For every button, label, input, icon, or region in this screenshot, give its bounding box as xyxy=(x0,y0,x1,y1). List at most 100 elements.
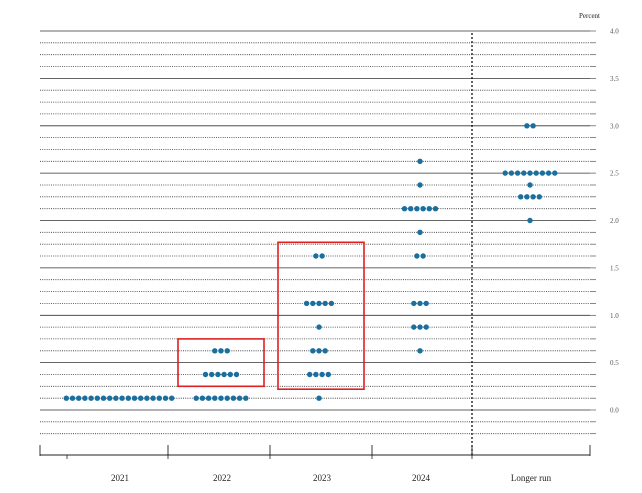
dot xyxy=(322,300,328,307)
dot xyxy=(411,324,417,330)
dot xyxy=(313,253,319,259)
dot xyxy=(414,206,420,212)
category-label: 2024 xyxy=(412,473,431,483)
dot xyxy=(527,217,533,224)
dot xyxy=(156,395,162,401)
dot xyxy=(536,194,542,200)
dot xyxy=(539,170,546,176)
highlight-box xyxy=(277,241,365,390)
category-label: 2021 xyxy=(111,473,129,483)
dot xyxy=(94,395,101,401)
y-tick-label: 0.0 xyxy=(610,407,619,415)
dot xyxy=(212,348,218,354)
dot xyxy=(313,371,319,378)
dot xyxy=(76,395,82,401)
y-tick-label: 2.5 xyxy=(610,170,619,178)
dot xyxy=(417,348,423,354)
dot xyxy=(527,170,533,176)
y-tick-label: 1.5 xyxy=(610,264,619,272)
dot xyxy=(417,324,423,330)
category-label: 2023 xyxy=(313,473,332,483)
dot xyxy=(233,371,240,378)
y-axis-tick-labels: 0.0 0.5 1.0 1.5 2.0 2.5 3.0 3.5 4.0 xyxy=(610,28,619,415)
dot xyxy=(230,395,237,401)
dot xyxy=(319,253,325,259)
dot xyxy=(215,371,221,378)
dot xyxy=(236,395,243,401)
unit-label: Percent xyxy=(579,12,600,20)
dot xyxy=(401,206,408,212)
dot xyxy=(530,194,536,200)
dot xyxy=(545,170,552,176)
dot xyxy=(316,395,322,401)
dot xyxy=(319,371,325,378)
dot xyxy=(224,395,230,401)
dot xyxy=(63,395,69,401)
dot xyxy=(227,371,233,378)
dot xyxy=(138,395,144,401)
dot xyxy=(107,395,113,401)
dot xyxy=(524,194,530,200)
dot xyxy=(316,324,322,330)
dot xyxy=(423,324,429,330)
dot xyxy=(426,206,432,212)
dots xyxy=(63,123,558,401)
dot xyxy=(82,395,88,401)
dot xyxy=(303,300,310,307)
dot xyxy=(113,395,119,401)
dot xyxy=(218,395,224,401)
category-label: Longer run xyxy=(511,473,552,483)
dot xyxy=(218,348,224,354)
dot xyxy=(119,395,125,401)
y-tick-label: 1.0 xyxy=(610,312,619,320)
dot xyxy=(316,300,322,307)
y-tick-label: 0.5 xyxy=(610,359,619,367)
dot xyxy=(307,371,313,378)
dot xyxy=(224,348,230,354)
dot xyxy=(209,371,215,378)
dot xyxy=(417,300,423,307)
dot xyxy=(408,206,414,212)
dot xyxy=(328,300,335,307)
dot xyxy=(150,395,156,401)
dot xyxy=(88,395,94,401)
dot xyxy=(125,395,131,401)
category-label: 2022 xyxy=(213,473,231,483)
highlight-box xyxy=(177,338,265,388)
dot xyxy=(169,395,175,401)
dot xyxy=(325,371,331,378)
dot xyxy=(508,170,515,176)
dot xyxy=(514,170,521,176)
dot xyxy=(420,253,426,259)
dot xyxy=(193,395,199,401)
dot xyxy=(524,123,530,129)
dot xyxy=(205,395,212,401)
dot xyxy=(212,395,218,401)
dot xyxy=(322,348,328,354)
dot xyxy=(552,170,558,176)
y-tick-label: 3.5 xyxy=(610,75,619,83)
dot xyxy=(316,348,322,354)
dot xyxy=(530,123,536,129)
x-axis-category-labels: 2021 2022 2023 2024 Longer run xyxy=(111,473,552,483)
dot xyxy=(417,182,423,188)
dot xyxy=(243,395,249,401)
dot xyxy=(310,348,316,354)
dot xyxy=(131,395,138,401)
dot xyxy=(518,194,524,200)
dot xyxy=(310,300,316,307)
y-tick-label: 3.0 xyxy=(610,122,619,130)
dot xyxy=(162,395,169,401)
dot xyxy=(69,395,76,401)
dot xyxy=(144,395,150,401)
dot xyxy=(502,170,508,176)
dot xyxy=(527,182,533,188)
dot xyxy=(100,395,107,401)
dot xyxy=(432,206,439,212)
dot xyxy=(202,371,209,378)
dot xyxy=(533,170,539,176)
x-axis xyxy=(39,33,591,459)
dot xyxy=(414,253,420,259)
dot xyxy=(411,300,417,307)
dot xyxy=(417,229,423,235)
